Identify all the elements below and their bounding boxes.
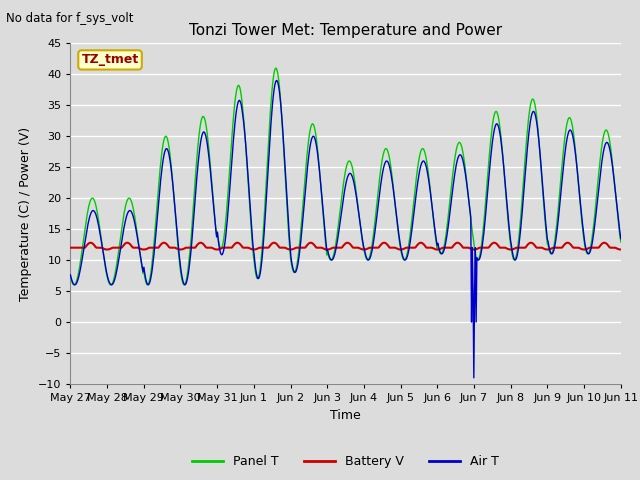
Air T (470, 375, 477, 381)
Line: Battery V: Battery V (70, 243, 621, 250)
Text: TZ_tmet: TZ_tmet (81, 53, 139, 66)
Air T (413, 183, 421, 189)
Line: Air T: Air T (70, 81, 621, 378)
Panel T (134, 235, 141, 240)
Panel T (617, 239, 625, 245)
Air T (77, 266, 84, 272)
Battery V (77, 245, 84, 251)
Text: No data for f_sys_volt: No data for f_sys_volt (6, 12, 134, 25)
Panel T (67, 274, 74, 279)
Panel T (272, 65, 280, 71)
Battery V (617, 247, 625, 252)
Air T (273, 78, 280, 84)
Line: Panel T: Panel T (70, 68, 621, 285)
Air T (617, 236, 625, 241)
Battery V (67, 245, 74, 251)
Panel T (414, 163, 422, 168)
Air T (218, 252, 226, 258)
Panel T (70, 282, 78, 288)
Air T (67, 272, 74, 277)
Air T (133, 232, 141, 238)
Battery V (133, 245, 141, 251)
Panel T (77, 254, 85, 260)
X-axis label: Time: Time (330, 408, 361, 421)
Panel T (219, 242, 227, 248)
Battery V (413, 242, 421, 248)
Battery V (429, 246, 437, 252)
Battery V (270, 240, 278, 246)
Battery V (189, 245, 196, 251)
Air T (189, 225, 196, 231)
Air T (429, 214, 437, 219)
Panel T (190, 199, 198, 205)
Title: Tonzi Tower Met: Temperature and Power: Tonzi Tower Met: Temperature and Power (189, 23, 502, 38)
Y-axis label: Temperature (C) / Power (V): Temperature (C) / Power (V) (19, 127, 33, 300)
Panel T (430, 222, 438, 228)
Legend: Panel T, Battery V, Air T: Panel T, Battery V, Air T (187, 450, 504, 473)
Battery V (218, 245, 226, 251)
